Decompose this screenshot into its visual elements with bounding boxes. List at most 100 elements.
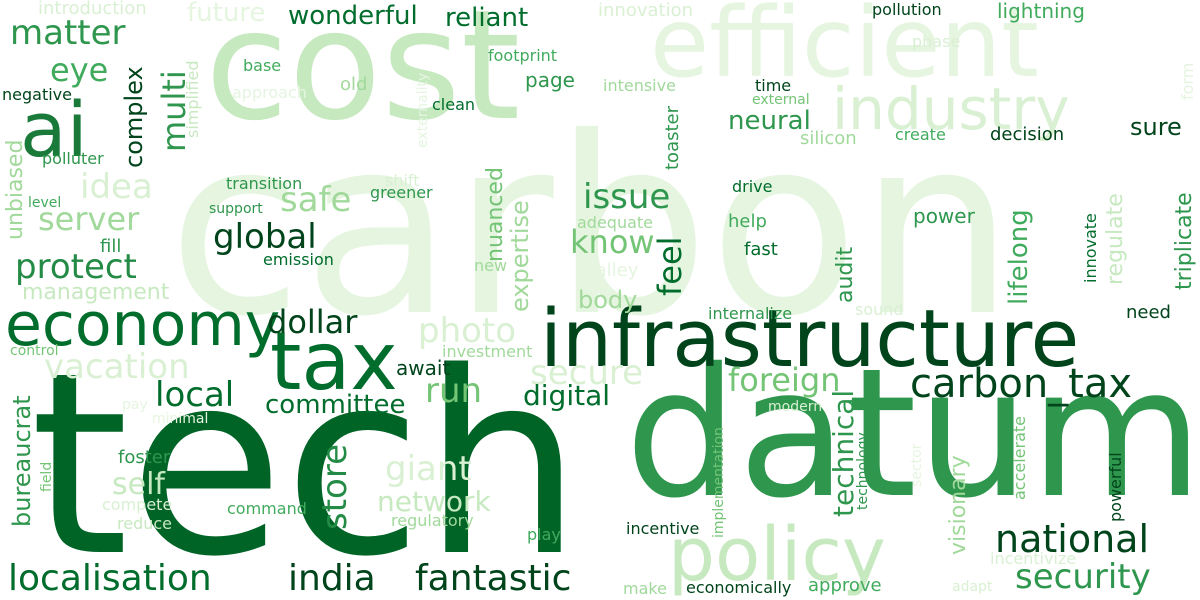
word-page: page	[525, 68, 575, 92]
word-sector: sector	[909, 443, 925, 487]
word-footprint: footprint	[488, 46, 558, 65]
word-emission: emission	[263, 250, 334, 269]
word-help: help	[728, 211, 767, 232]
word-await: await	[396, 356, 451, 380]
word-greener: greener	[370, 183, 433, 202]
word-infrastructure: infrastructure	[540, 293, 1080, 385]
word-regulate: regulate	[1103, 193, 1128, 285]
word-server: server	[38, 200, 140, 238]
word-store: store	[315, 444, 355, 530]
word-incentive: incentive	[626, 519, 700, 538]
word-reduce: reduce	[117, 514, 173, 533]
word-india: india	[288, 558, 376, 599]
word-feel: feel	[651, 236, 689, 296]
word-fast: fast	[744, 239, 778, 260]
word-complex: complex	[120, 66, 148, 168]
word-polluter: polluter	[42, 149, 104, 168]
word-neural: neural	[728, 106, 811, 136]
word-toaster: toaster	[662, 105, 683, 170]
word-national: national	[995, 517, 1150, 561]
word-level: level	[28, 195, 62, 211]
word-foreign: foreign	[728, 361, 841, 399]
word-secure: secure	[530, 353, 644, 393]
word-adequate: adequate	[577, 213, 654, 232]
word-reliant: reliant	[445, 3, 529, 33]
word-unbiased: unbiased	[3, 139, 28, 240]
word-field: field	[39, 461, 55, 492]
word-sure: sure	[1130, 113, 1182, 141]
word-clean: clean	[432, 95, 476, 114]
word-externality: externality	[415, 72, 431, 148]
word-lifelong: lifelong	[1004, 209, 1034, 305]
word-expertise: expertise	[506, 200, 534, 312]
word-drive: drive	[732, 177, 773, 196]
word-minimal: minimal	[152, 411, 209, 427]
word-giant: giant	[385, 449, 472, 489]
word-carbon-tax: carbon_tax	[910, 361, 1133, 407]
word-decision: decision	[990, 124, 1065, 145]
word-efficient: efficient	[650, 0, 1039, 99]
word-valley: valley	[585, 260, 639, 281]
word-wonderful: wonderful	[288, 1, 418, 31]
word-run: run	[425, 371, 483, 411]
word-accelerate: accelerate	[1010, 415, 1029, 500]
word-ai: ai	[20, 85, 88, 174]
word-dollar: dollar	[267, 303, 358, 341]
word-approach: approach	[232, 83, 307, 102]
word-incentivize: incentivize	[990, 549, 1077, 568]
word-technology: technology	[855, 432, 871, 510]
word-form: form	[1178, 62, 1197, 100]
word-command: command	[227, 499, 307, 518]
word-multi: multi	[155, 70, 193, 152]
word-control: control	[10, 343, 59, 359]
word-triplicate: triplicate	[1172, 192, 1197, 290]
word-need: need	[1126, 302, 1171, 323]
word-implementation: implementation	[711, 427, 727, 538]
word-safe: safe	[280, 180, 352, 220]
word-pay: pay	[122, 397, 148, 413]
word-fantastic: fantastic	[415, 558, 572, 599]
word-transition: transition	[226, 174, 303, 193]
word-silicon: silicon	[800, 128, 857, 149]
word-local: local	[155, 375, 235, 415]
word-negative: negative	[2, 85, 72, 104]
word-support: support	[209, 201, 263, 217]
word-make: make	[623, 579, 667, 598]
word-committee: committee	[265, 390, 406, 420]
word-cost: cost	[205, 0, 521, 154]
word-economy: economy	[5, 290, 281, 360]
word-old: old	[340, 74, 368, 95]
word-industry: industry	[832, 75, 1070, 143]
word-audit: audit	[833, 246, 858, 303]
word-tech: tech	[30, 319, 583, 600]
word-innovate: innovate	[1081, 213, 1100, 283]
word-photo: photo	[418, 311, 517, 351]
word-global: global	[213, 217, 317, 257]
word-play: play	[527, 525, 561, 544]
word-innovation: innovation	[598, 0, 693, 21]
word-new: new	[474, 256, 508, 275]
word-eye: eye	[50, 51, 109, 89]
word-intensive: intensive	[603, 76, 676, 95]
word-base: base	[243, 56, 282, 75]
word-network: network	[377, 485, 491, 518]
word-create: create	[895, 125, 946, 144]
word-body: body	[578, 286, 638, 314]
word-know: know	[570, 223, 655, 261]
word-introduction: introduction	[38, 0, 147, 19]
word-security: security	[1015, 557, 1151, 597]
word-fill: fill	[100, 236, 122, 257]
word-self: self	[112, 467, 165, 502]
word-internalize: internalize	[708, 304, 793, 323]
word-technical: technical	[827, 389, 860, 517]
word-sound: sound	[855, 300, 904, 319]
word-powerful: powerful	[1106, 452, 1125, 522]
word-external: external	[752, 92, 810, 108]
word-matter: matter	[10, 13, 126, 53]
word-bureaucrat: bureaucrat	[8, 395, 36, 527]
word-approve: approve	[808, 575, 882, 596]
word-issue: issue	[583, 177, 671, 217]
word-compete: compete	[102, 495, 173, 514]
word-management: management	[22, 280, 170, 305]
